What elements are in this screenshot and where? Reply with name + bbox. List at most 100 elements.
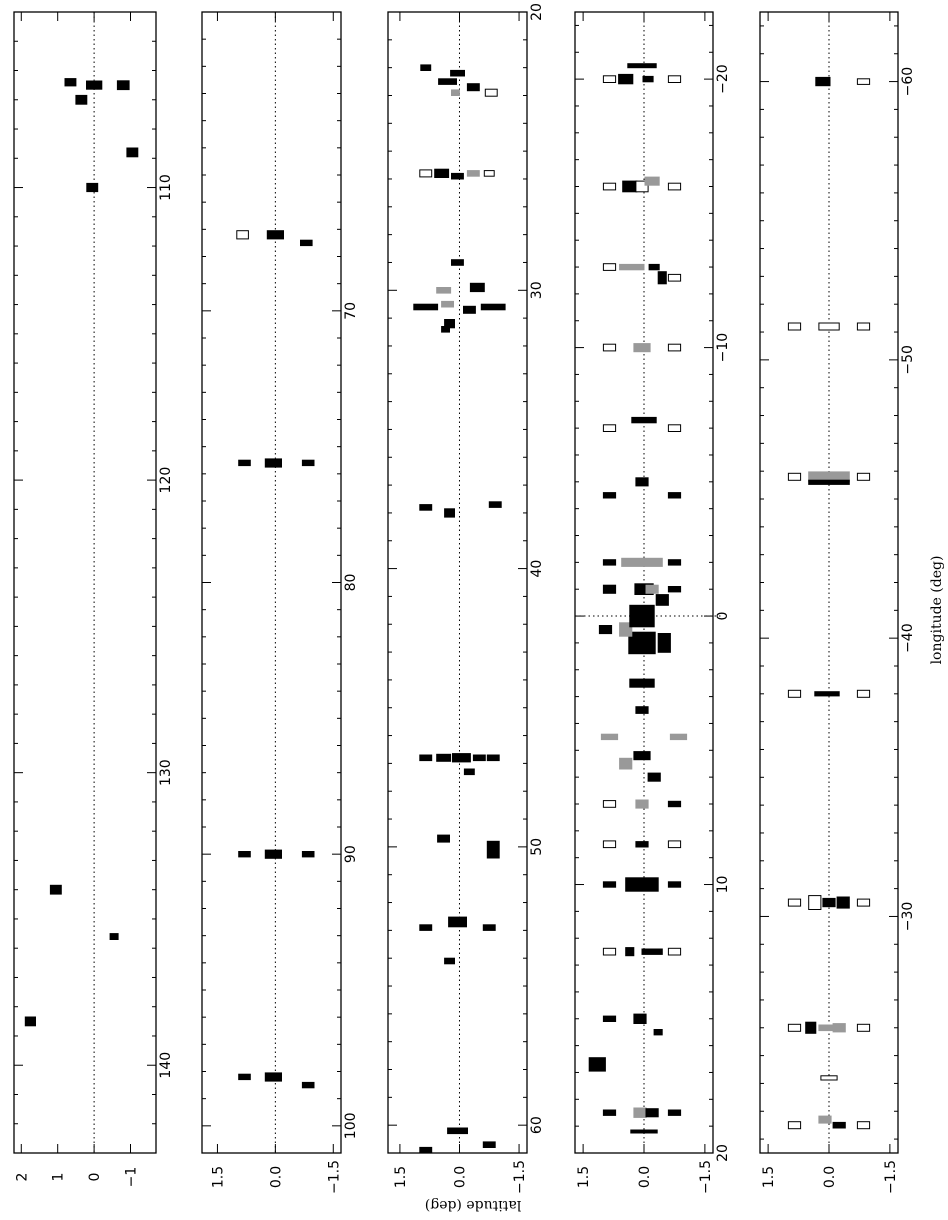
data-box-open [856, 1121, 871, 1130]
data-box-black [667, 800, 682, 808]
data-box-black [602, 1015, 617, 1022]
data-box-black [655, 594, 669, 606]
data-box-open [856, 898, 871, 907]
x-tick-label: 10 [715, 876, 731, 894]
data-box-black [447, 1127, 469, 1135]
data-box-grey [645, 584, 659, 594]
data-box-open [667, 947, 682, 956]
data-box-black [75, 94, 88, 105]
data-box-open [602, 947, 617, 956]
data-box-open [667, 424, 682, 432]
chart-panel-2: 70 80 90 100 1.5 0.0 −1.5 [201, 11, 359, 1194]
data-box-black [815, 76, 831, 87]
data-box-black [653, 1029, 663, 1036]
data-box-black [667, 1109, 682, 1116]
data-box-black [618, 73, 634, 85]
x-tick-label: 140 [158, 1052, 174, 1079]
data-box-grey [436, 287, 452, 294]
data-box-black [419, 1146, 433, 1154]
data-box-black [86, 182, 99, 193]
data-box-open [602, 424, 617, 432]
y-tick-label: 1.5 [576, 1166, 592, 1188]
x-tick-label: 90 [343, 845, 359, 863]
data-box-grey [619, 757, 633, 770]
x-tick-label: 30 [529, 281, 545, 299]
data-box-grey [832, 1023, 846, 1033]
data-box-black [436, 753, 452, 762]
x-tick-label: −10 [715, 333, 731, 363]
data-box-grey [466, 170, 480, 177]
x-axis-title: longitude (deg) [929, 556, 945, 665]
data-box-black [667, 881, 682, 888]
data-box-open [856, 472, 871, 481]
data-box-black [301, 851, 315, 858]
y-axis-title: latitude (deg) [425, 1197, 521, 1213]
data-box-black [635, 706, 649, 714]
data-box-black [413, 303, 439, 311]
data-box-open [667, 75, 682, 84]
data-box-open [419, 169, 433, 178]
x-tick-label: −20 [715, 64, 731, 94]
data-box-black [630, 1129, 658, 1134]
panel-frame [13, 11, 157, 1154]
data-box-black [301, 1081, 315, 1089]
data-box-black [469, 282, 485, 293]
data-box-grey [441, 300, 455, 308]
panel-frame [201, 11, 342, 1154]
data-box-black [238, 851, 251, 858]
x-tick-label: −40 [900, 623, 916, 653]
data-box-black [602, 559, 617, 566]
x-tick-label: −50 [900, 345, 916, 375]
data-box-black [667, 586, 682, 593]
data-box-black [822, 897, 836, 908]
data-box-black [588, 1057, 606, 1072]
data-box-black [448, 916, 468, 928]
data-box-open [808, 895, 822, 910]
x-tick-label: 60 [529, 1116, 545, 1134]
data-box-open [602, 75, 617, 84]
data-box-black [657, 633, 671, 653]
data-box-open [602, 840, 617, 849]
data-box-open [667, 343, 682, 352]
data-box-black [49, 884, 62, 895]
y-tick-label: 2 [14, 1173, 30, 1182]
data-box-black [434, 168, 450, 178]
data-box-grey [669, 733, 688, 741]
y-tick-label: −1.5 [883, 1160, 899, 1194]
data-box-black [419, 924, 433, 931]
data-box-open [602, 182, 617, 191]
data-box-open [856, 322, 871, 331]
data-box-grey [619, 622, 633, 637]
data-box-grey [633, 343, 651, 353]
panel-frame [387, 11, 528, 1154]
data-box-open [484, 88, 498, 97]
data-box-open [856, 78, 871, 85]
x-tick-label: 20 [715, 1144, 731, 1162]
data-box-black [808, 479, 850, 485]
data-box-black [451, 172, 464, 180]
data-box-black [437, 834, 451, 843]
chart-panel-3: 20 30 40 50 60 1.5 0.0 −1.5 [387, 3, 545, 1194]
x-tick-label: −30 [900, 902, 916, 932]
data-box-black [667, 559, 682, 566]
data-box-black [648, 263, 660, 271]
data-box-open [483, 170, 495, 177]
y-tick-label: −1.5 [326, 1160, 342, 1194]
data-box-black [451, 259, 464, 266]
data-box-black [488, 501, 502, 508]
data-box-black [805, 1021, 817, 1034]
data-box-black [667, 492, 682, 499]
y-tick-label: 0.0 [452, 1166, 468, 1188]
data-box-black [109, 933, 119, 940]
data-box-open [602, 263, 617, 271]
data-box-black [482, 1141, 496, 1149]
data-box-grey [635, 799, 649, 809]
data-box-black [641, 948, 663, 955]
data-box-black [466, 83, 480, 92]
data-box-black [450, 69, 466, 77]
data-box-grey [619, 263, 645, 271]
data-box-grey [818, 1115, 832, 1124]
data-box-black [264, 458, 282, 468]
data-box-black [420, 64, 432, 72]
data-box-black [482, 924, 496, 931]
